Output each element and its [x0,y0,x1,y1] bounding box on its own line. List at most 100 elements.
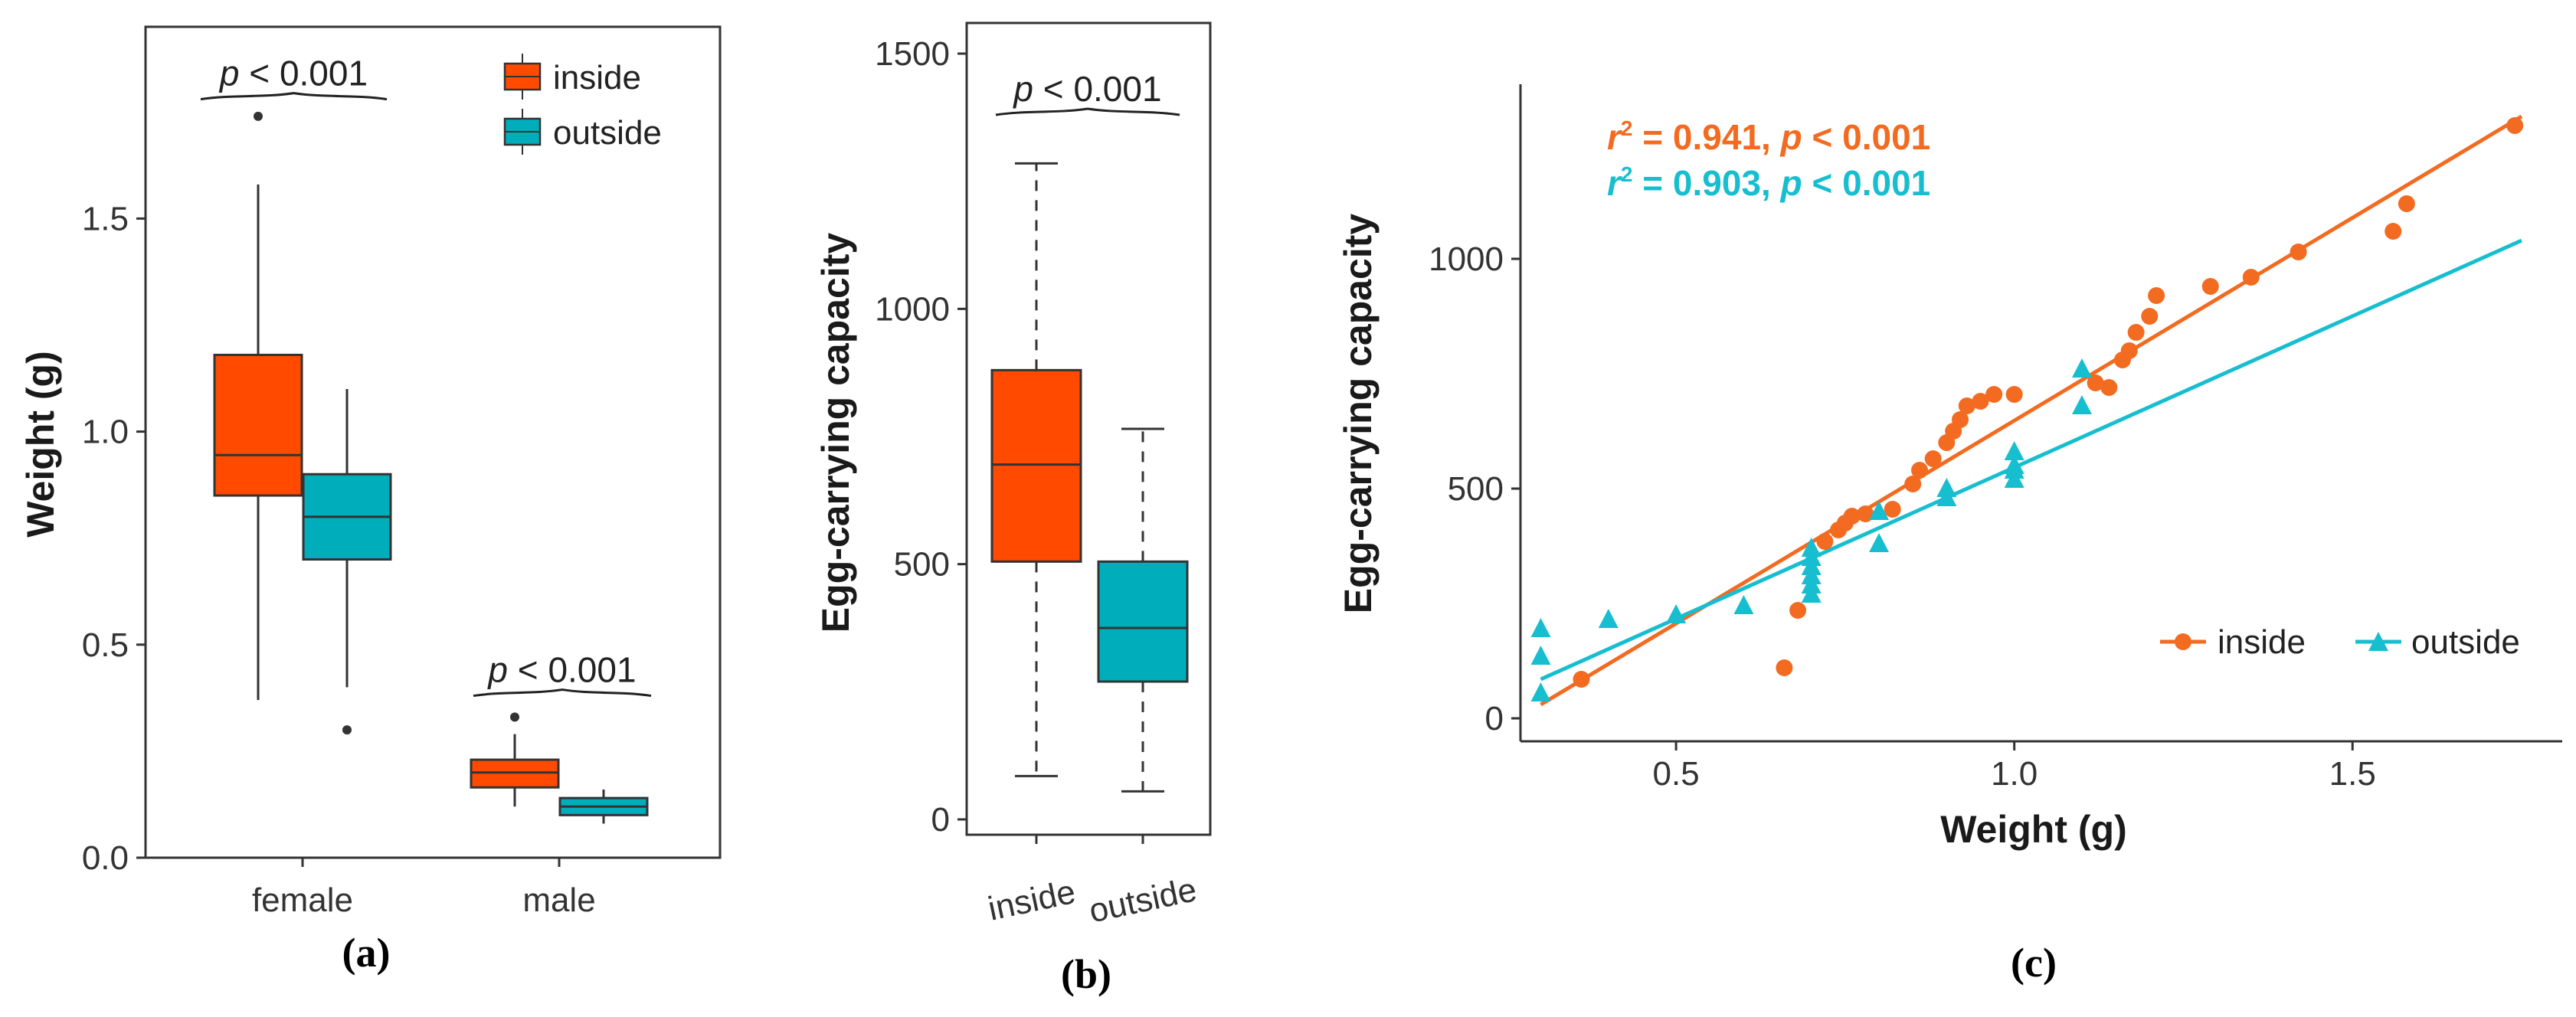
point-inside [2100,379,2118,396]
point-inside [1904,476,1922,492]
point-inside [1884,501,1901,518]
x-axis-title: Weight (g) [1940,808,2126,851]
significance-bracket-male [473,688,652,698]
legend-label-inside: inside [2218,623,2306,661]
r2-value: = 0.941, [1632,117,1780,157]
legend-label-outside: outside [553,114,662,152]
p-symbol: p [1779,117,1802,157]
point-inside [1816,533,1834,550]
point-inside [1952,411,1969,428]
point-outside [1530,618,1551,637]
box-outside-box [1097,560,1189,683]
point-inside [2005,386,2023,403]
y-tick-label: 0.5 [82,626,129,664]
point-outside [2071,395,2092,414]
legend-marker-inside [2175,633,2191,650]
y-tick-label: 0 [1485,700,1504,737]
legend-key-outside [503,109,542,155]
box-inside-female-outlier [254,111,263,121]
x-tick-label: 1.0 [1991,755,2038,793]
point-outside [1666,604,1687,623]
r-superscript: 2 [1621,116,1633,140]
r-superscript: 2 [1621,162,1633,186]
point-outside [2004,455,2024,474]
point-inside [1776,659,1793,676]
point-inside [1789,602,1807,619]
panel-label-a: (a) [342,930,391,976]
point-outside [1530,682,1551,701]
panel-c-fit-lines [1540,114,2523,707]
panel-c-points [1530,117,2524,701]
point-inside [2148,287,2165,304]
point-inside [2506,117,2524,134]
point-outside [1530,646,1551,665]
point-inside [2290,244,2307,260]
panel-label-b: (b) [1061,951,1111,997]
panel-b-boxes [990,162,1189,793]
legend-marker-outside [2368,632,2388,651]
point-inside [2201,278,2219,295]
p-symbol: p [218,54,240,93]
y-axis-title: Weight (g) [19,351,62,537]
fit-line-outside [1540,238,2523,682]
point-outside [1598,609,1619,628]
significance-bracket [995,107,1180,116]
panel-a-legend: inside outside [503,54,662,155]
point-inside [1573,671,1590,688]
x-tick-label-female: female [252,881,353,919]
legend-label-outside: outside [2411,623,2520,661]
panel-a-boxes [213,111,649,824]
fit-line-inside [1540,114,2523,707]
box-inside-female-box [213,353,303,497]
panel-c-axes-ticks: 0 500 1000 0.5 1.0 1.5 [1429,240,2376,793]
stat-inside: r2 = 0.941, p < 0.001 [1607,116,1930,157]
point-outside [1869,501,1890,520]
point-outside [1869,533,1890,552]
point-inside [1985,386,2003,403]
stat-outside: r2 = 0.903, p < 0.001 [1607,162,1930,203]
y-tick-label: 1000 [875,290,950,328]
point-inside [2242,269,2260,286]
point-inside [2120,342,2138,359]
point-inside [1857,505,1874,522]
significance-label-male: p < 0.001 [486,650,636,690]
p-value: < 0.001 [1033,69,1162,109]
x-tick-label-male: male [522,881,595,919]
legend-key-inside [503,54,542,100]
y-tick-label: 1.5 [82,200,129,237]
panel-c-legend: inside outside [2160,623,2520,661]
x-tick-label: 0.5 [1653,755,1700,793]
r2-value: = 0.903, [1632,163,1780,203]
y-axis-title: Egg-carrying capacity [1337,214,1380,614]
significance-label-female: p < 0.001 [218,54,368,93]
y-axis-title: Egg-carrying capacity [814,233,857,633]
y-tick-label: 500 [894,546,950,584]
significance-bracket-female [200,92,388,101]
point-inside [2398,195,2415,212]
y-tick-label: 1500 [875,35,950,73]
box-outside-female-outlier [342,725,352,735]
panel-a-y-axis: 0.0 0.5 1.0 1.5 [82,200,561,877]
y-tick-label: 0 [931,801,950,839]
p-value: < 0.001 [1802,163,1931,203]
box-inside-male-outlier [510,712,519,722]
panel-a: 0.0 0.5 1.0 1.5 p < 0.001 p < 0.001 inside … [19,25,722,976]
legend-label-inside: inside [553,59,641,96]
panel-a-annotations: p < 0.001 p < 0.001 [200,54,652,698]
point-inside [1843,508,1861,525]
p-symbol: p [486,650,508,690]
p-value: < 0.001 [1802,117,1931,157]
point-inside [1972,393,1989,410]
p-value: < 0.001 [240,54,368,93]
point-inside [2087,374,2104,391]
p-value: < 0.001 [508,650,637,690]
point-inside [1958,397,1975,414]
y-tick-label: 1000 [1429,240,1504,278]
point-inside [2385,223,2402,240]
panel-b-y-axis: 0 500 1000 1500 [875,35,1144,844]
x-tick-label: 1.5 [2329,755,2376,793]
point-outside [2004,441,2024,460]
y-tick-label: 1.0 [82,414,129,451]
